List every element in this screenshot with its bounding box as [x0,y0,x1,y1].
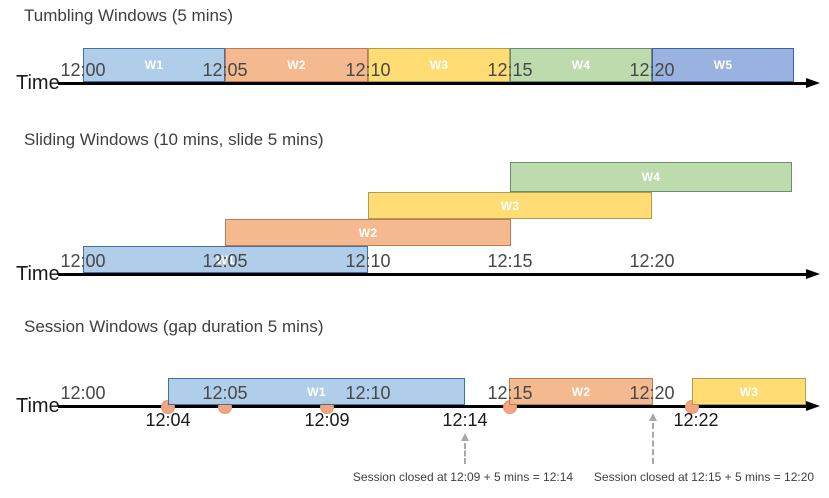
tick-label: 12:15 [487,251,533,271]
session-close-annotation: Session closed at 12:15 + 5 mins = 12:20 [593,470,815,484]
window-bar-w1: W1 [83,48,225,82]
sliding-section-title: Sliding Windows (10 mins, slide 5 mins) [24,130,324,149]
window-bar-w2: W2 [225,219,511,246]
time-axis-arrowhead-icon [806,400,820,411]
tick-label: 12:05 [202,383,248,403]
window-label: W2 [287,58,306,72]
tick-label: 12:15 [487,383,533,403]
window-bar-w3: W3 [368,48,510,82]
event-time-label: 12:14 [442,410,488,430]
tick-label: 12:10 [345,60,391,80]
window-label: W3 [500,198,520,213]
event-time-label: 12:04 [145,410,191,430]
session-close-annotation: Session closed at 12:09 + 5 mins = 12:14 [352,470,574,484]
dashed-up-arrow-icon [461,433,469,464]
time-axis-label: Time [16,263,60,285]
tick-label: 12:10 [345,251,391,271]
window-bar-w4: W4 [510,48,652,82]
event-time-label: 12:09 [304,410,350,430]
window-bar-w2: W2 [225,48,368,82]
arrowhead [461,433,469,441]
tick-label: 12:15 [487,60,533,80]
tick-label: 12:20 [629,60,675,80]
time-axis-label: Time [16,395,60,417]
tick-label: 12:05 [202,60,248,80]
window-bar-w4: W4 [510,162,792,192]
window-bar-w1: W1 [168,378,465,405]
tick-label: 12:20 [629,383,675,403]
dashed-tail [464,443,466,464]
window-label: W4 [641,170,661,184]
arrowhead [649,413,657,421]
time-axis-arrowhead-icon [806,268,820,279]
tick-label: 12:00 [60,251,106,271]
window-label: W3 [739,384,759,399]
window-bar-w1: W1 [83,246,368,273]
tick-label: 12:05 [202,251,248,271]
window-label: W4 [571,58,591,72]
session-section-title: Session Windows (gap duration 5 mins) [24,317,324,336]
time-axis-arrowhead-icon [806,77,820,88]
window-bar-w3: W3 [692,378,806,405]
window-bar-w2: W2 [509,378,653,405]
dashed-tail [652,423,654,464]
time-axis-label: Time [16,72,60,94]
window-bar-w3: W3 [368,192,652,219]
window-bar-w5: W5 [652,48,794,82]
window-label: W2 [358,225,378,240]
time-axis-line [58,405,806,408]
window-label: W1 [216,252,235,267]
tick-label: 12:10 [345,383,391,403]
tick-label: 12:00 [60,60,106,80]
tick-label: 12:00 [60,383,106,403]
window-label: W2 [571,384,591,399]
window-label: W3 [429,58,449,72]
dashed-up-arrow-icon [649,413,657,464]
tick-label: 12:20 [629,251,675,271]
time-axis-line [58,82,806,85]
time-axis-line [58,273,806,276]
window-label: W1 [144,58,164,72]
event-time-label: 12:22 [673,410,719,430]
tumbling-section-title: Tumbling Windows (5 mins) [24,6,234,25]
window-label: W1 [307,384,326,399]
window-label: W5 [713,58,733,72]
